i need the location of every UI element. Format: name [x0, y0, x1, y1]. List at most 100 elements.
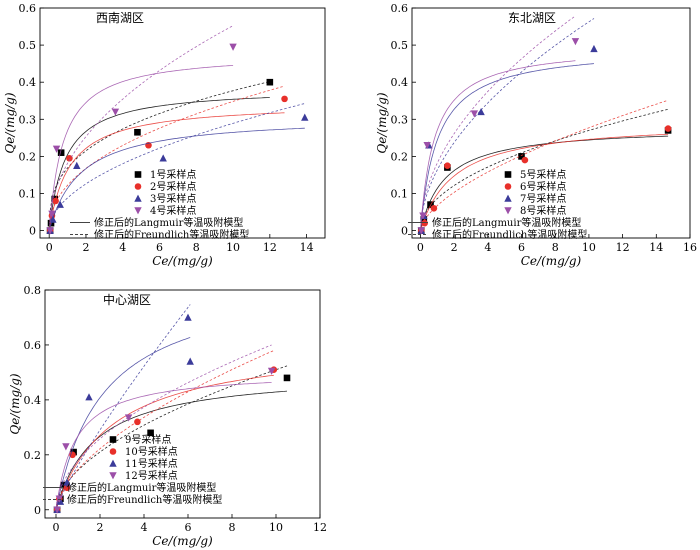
legend-series-label: 7号采样点	[520, 192, 566, 205]
legend: 1号采样点2号采样点3号采样点4号采样点修正后的Langmuir等温吸附模型修正…	[70, 168, 249, 241]
legend-series-label: 8号采样点	[520, 204, 566, 217]
data-point	[147, 429, 154, 437]
y-tick-label: 0.6	[24, 339, 42, 352]
data-point	[159, 154, 167, 162]
x-tick-label: 2	[451, 241, 458, 254]
data-point	[56, 200, 64, 208]
x-tick-label: 6	[518, 241, 525, 254]
y-axis-label: Qe/(mg/g)	[3, 92, 17, 153]
legend-marker	[109, 436, 117, 443]
y-tick-label: 0.4	[24, 394, 42, 407]
y-tick-label: 0.2	[24, 449, 42, 462]
x-tick-label: 0	[46, 241, 53, 254]
y-tick-label: 0.3	[391, 113, 409, 126]
chart-title: 东北湖区	[508, 10, 556, 25]
chart-title: 中心湖区	[103, 292, 151, 307]
data-point	[57, 149, 65, 156]
legend-marker	[504, 171, 512, 178]
legend-series-label: 4号采样点	[150, 204, 196, 217]
langmuir-fit-curve	[56, 382, 272, 507]
data-point	[518, 153, 525, 160]
chart-panel-2: 东北湖区 0 2 4 6 8 10 12 14 16 0 0.1 0.2 0.3 0.4 0.5 0.6 Ce/(…	[375, 2, 697, 268]
data-point	[477, 107, 485, 116]
x-tick-label: 0	[53, 521, 60, 534]
y-axis-label: Qe/(mg/g)	[8, 373, 22, 434]
data-point	[283, 374, 291, 382]
data-point	[417, 227, 425, 235]
y-tick-label: 0.2	[391, 150, 409, 163]
x-tick-label: 10	[582, 241, 596, 254]
data-point	[63, 484, 71, 492]
x-tick-label: 8	[229, 521, 236, 534]
plot-frame	[39, 7, 326, 239]
y-tick-label: 0.5	[19, 39, 37, 52]
legend-marker	[504, 207, 512, 215]
data-point	[111, 108, 120, 116]
y-tick-label: 0	[29, 225, 36, 238]
y-tick-label: 0	[401, 225, 408, 238]
x-tick-label: 0	[417, 241, 424, 254]
x-tick-label: 10	[226, 241, 240, 254]
x-tick-label: 4	[141, 521, 148, 534]
x-tick-label: 4	[484, 241, 491, 254]
x-tick-label: 2	[82, 241, 89, 254]
legend-model-label: 修正后的Freundlich等温吸附模型	[432, 228, 587, 241]
legend-series-label: 2号采样点	[150, 180, 196, 193]
data-point	[124, 414, 133, 422]
x-tick-label: 4	[119, 241, 126, 254]
y-tick-label: 0.5	[391, 39, 409, 52]
y-tick-label: 0.4	[19, 76, 37, 89]
data-point	[267, 367, 276, 375]
data-point	[63, 478, 71, 486]
freundlich-fit-curve	[420, 99, 669, 229]
langmuir-fit-curve	[49, 65, 234, 227]
legend-series-label: 12号采样点	[125, 469, 178, 482]
x-tick-label: 16	[683, 241, 697, 254]
data-point	[419, 212, 427, 220]
legend-series-label: 6号采样点	[520, 180, 566, 193]
x-tick-label: 6	[185, 521, 192, 534]
langmuir-fit-curve	[49, 97, 270, 228]
y-tick-label: 0.1	[19, 187, 37, 200]
data-point	[281, 95, 288, 103]
freundlich-fit-curve	[56, 365, 288, 506]
data-point	[184, 313, 192, 321]
x-tick-label: 12	[313, 521, 327, 534]
x-tick-label: 8	[552, 241, 559, 254]
data-point	[420, 216, 428, 223]
data-point	[301, 113, 309, 121]
langmuir-fit-curve	[56, 374, 274, 509]
data-point	[52, 197, 59, 205]
chart-panel-3: 中心湖区 0 2 4 6 8 10 12 0 0.2 0.4 0.6 0.8 Ce/(mg/g) Qe/(m…	[8, 284, 327, 548]
langmuir-fit-curve	[420, 133, 669, 230]
plot-frame	[44, 289, 321, 519]
y-tick-label: 0.4	[391, 76, 409, 89]
langmuir-fit-curve	[420, 135, 669, 230]
data-point	[571, 38, 580, 46]
x-tick-label: 12	[616, 241, 630, 254]
legend-series-label: 5号采样点	[520, 168, 566, 181]
data-point	[444, 162, 451, 169]
x-tick-label: 12	[263, 241, 277, 254]
data-point	[430, 205, 438, 212]
data-point	[664, 125, 672, 132]
data-point	[423, 141, 431, 150]
x-tick-label: 6	[156, 241, 163, 254]
data-point	[62, 443, 70, 451]
x-tick-label: 8	[193, 241, 200, 254]
data-point	[53, 506, 61, 514]
legend-model-label: 修正后的Langmuir等温吸附模型	[94, 216, 243, 229]
legend-marker	[134, 183, 142, 190]
data-point	[47, 219, 55, 227]
y-tick-label: 0.3	[19, 113, 37, 126]
x-tick-label: 10	[269, 521, 283, 534]
legend-series-label: 11号采样点	[125, 457, 178, 470]
legend-marker	[134, 194, 142, 202]
x-axis-label: Ce/(mg/g)	[521, 254, 582, 268]
langmuir-fit-curve	[420, 63, 595, 228]
chart-panel-1: 西南湖区 0 2 4 6 8 10 12 14 0 0.1 0.2 0.3 0.4 0.5 0.6 Ce/(mg…	[3, 2, 326, 268]
freundlich-fit-curve	[420, 18, 595, 224]
legend-marker	[134, 171, 142, 178]
legend-marker	[109, 472, 117, 480]
x-axis-label: Ce/(mg/g)	[152, 254, 213, 268]
